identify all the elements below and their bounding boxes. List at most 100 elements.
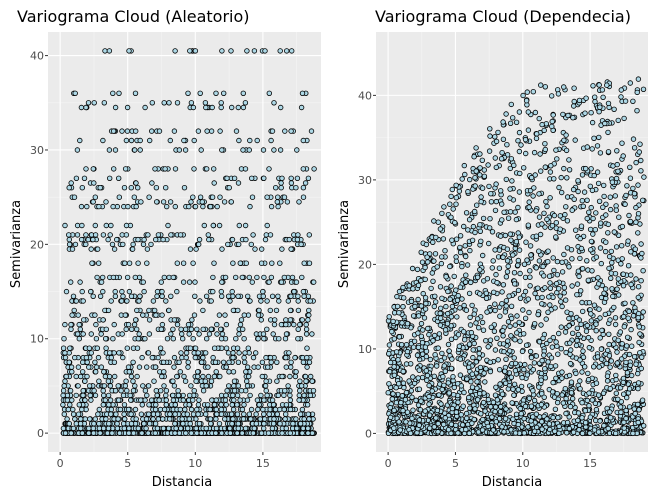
data-point (230, 260, 236, 266)
data-point (151, 307, 158, 314)
data-point (555, 91, 562, 97)
data-point (240, 416, 247, 422)
data-point (539, 301, 545, 307)
data-point (159, 416, 166, 422)
data-point (239, 326, 246, 332)
data-point (530, 367, 536, 373)
data-point (137, 137, 143, 144)
data-point (626, 308, 632, 315)
data-point (403, 342, 410, 348)
data-point (242, 425, 249, 432)
data-point (509, 178, 515, 184)
data-point (78, 236, 85, 243)
data-point (580, 354, 587, 360)
data-point (599, 327, 605, 334)
data-point (283, 354, 289, 361)
data-point (553, 147, 559, 153)
data-point (154, 392, 160, 399)
data-point (439, 350, 445, 357)
data-point (244, 364, 251, 370)
data-point (116, 430, 123, 436)
data-point (640, 197, 646, 203)
data-point (82, 416, 88, 422)
data-point (437, 284, 444, 290)
data-point (615, 276, 621, 282)
data-point (294, 175, 301, 181)
data-point (288, 180, 295, 186)
data-point (79, 288, 85, 295)
data-point (473, 145, 479, 151)
data-point (75, 411, 82, 417)
data-point (436, 331, 443, 337)
data-point (243, 369, 249, 375)
data-point (297, 378, 303, 384)
data-point (146, 194, 152, 200)
data-point (171, 128, 178, 134)
data-point (455, 430, 461, 436)
data-point (222, 274, 229, 281)
data-point (218, 336, 225, 342)
data-point (71, 307, 77, 314)
data-point (533, 265, 539, 271)
data-point (115, 383, 121, 389)
data-point (386, 342, 393, 348)
data-point (287, 307, 294, 314)
data-point (590, 231, 596, 237)
data-point (595, 392, 602, 398)
data-point (187, 246, 194, 252)
data-point (218, 411, 225, 417)
data-point (510, 252, 516, 258)
data-point (438, 401, 444, 407)
data-point (130, 430, 137, 436)
data-point (446, 390, 452, 396)
data-point (211, 345, 218, 351)
data-point (306, 312, 312, 318)
data-point (564, 245, 571, 251)
data-point (201, 222, 207, 229)
data-point (100, 402, 106, 408)
data-point (197, 298, 203, 304)
data-point (609, 260, 615, 266)
data-point (212, 359, 219, 365)
data-point (641, 423, 647, 429)
data-point (527, 268, 533, 274)
data-point (440, 373, 446, 380)
data-point (66, 241, 73, 248)
data-point (410, 313, 417, 319)
data-point (124, 274, 131, 281)
data-point (580, 266, 586, 272)
data-point (592, 226, 598, 233)
data-point (292, 354, 298, 361)
data-point (141, 421, 147, 427)
data-point (457, 356, 463, 362)
data-point (394, 293, 400, 300)
data-point (293, 369, 299, 375)
data-point (556, 286, 562, 292)
data-point (260, 331, 267, 337)
data-point (194, 373, 201, 380)
data-point (100, 388, 106, 394)
data-point (149, 354, 155, 361)
data-point (398, 399, 404, 406)
data-point (614, 148, 620, 154)
data-point (158, 279, 164, 285)
data-point (516, 129, 523, 136)
data-point (413, 397, 419, 404)
data-point (219, 279, 225, 285)
data-point (234, 402, 240, 408)
data-point (171, 364, 177, 370)
data-point (293, 184, 299, 191)
data-point (124, 128, 131, 134)
data-point (499, 424, 505, 430)
data-point (181, 137, 187, 144)
data-point (250, 232, 256, 238)
data-point (306, 232, 312, 238)
data-point (504, 141, 510, 148)
data-point (415, 344, 422, 351)
data-point (186, 203, 192, 210)
data-point (230, 350, 236, 356)
data-point (260, 293, 266, 299)
data-point (301, 293, 307, 299)
data-point (484, 309, 490, 315)
data-point (404, 348, 411, 355)
